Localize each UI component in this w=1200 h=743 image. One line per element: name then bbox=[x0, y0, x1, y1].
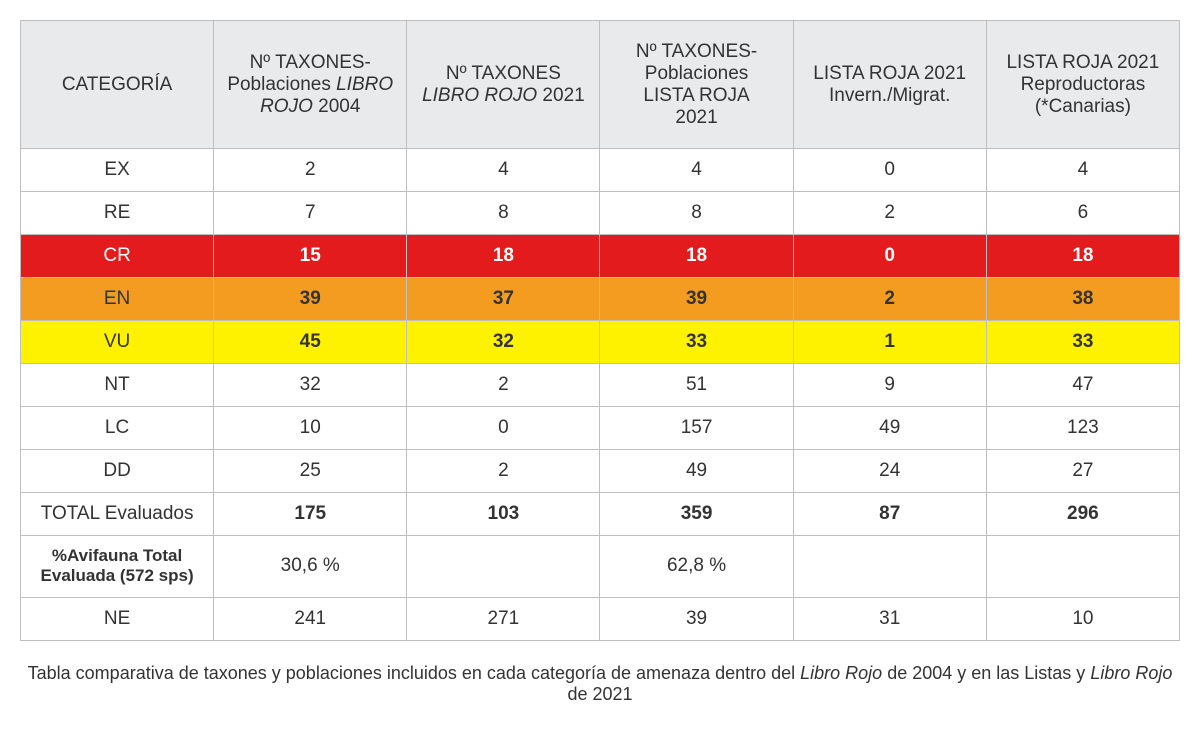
data-cell: 271 bbox=[407, 597, 600, 640]
data-cell: 32 bbox=[214, 364, 407, 407]
category-cell: CR bbox=[21, 235, 214, 278]
data-cell: 103 bbox=[407, 493, 600, 536]
data-cell: 241 bbox=[214, 597, 407, 640]
caption-text: Tabla comparativa de taxones y poblacion… bbox=[28, 663, 801, 683]
data-cell: 37 bbox=[407, 278, 600, 321]
table-row: VU453233133 bbox=[21, 321, 1180, 364]
data-cell: 47 bbox=[986, 364, 1179, 407]
data-cell: 39 bbox=[214, 278, 407, 321]
data-cell: 62,8 % bbox=[600, 536, 793, 598]
data-cell: 8 bbox=[407, 192, 600, 235]
data-cell: 7 bbox=[214, 192, 407, 235]
data-cell: 87 bbox=[793, 493, 986, 536]
data-cell: 24 bbox=[793, 450, 986, 493]
data-cell: 1 bbox=[793, 321, 986, 364]
data-cell: 32 bbox=[407, 321, 600, 364]
category-cell: EN bbox=[21, 278, 214, 321]
category-cell: NE bbox=[21, 597, 214, 640]
table-row: DD252492427 bbox=[21, 450, 1180, 493]
data-cell: 27 bbox=[986, 450, 1179, 493]
table-row: EN393739238 bbox=[21, 278, 1180, 321]
col-header-2: Nº TAXONESLIBRO ROJO 2021 bbox=[407, 21, 600, 149]
data-cell: 4 bbox=[600, 149, 793, 192]
data-cell bbox=[407, 536, 600, 598]
data-cell: 2 bbox=[407, 364, 600, 407]
data-cell: 18 bbox=[407, 235, 600, 278]
data-cell: 157 bbox=[600, 407, 793, 450]
category-cell: %Avifauna Total Evaluada (572 sps) bbox=[21, 536, 214, 598]
data-cell: 45 bbox=[214, 321, 407, 364]
table-row: TOTAL Evaluados17510335987296 bbox=[21, 493, 1180, 536]
table-row: %Avifauna Total Evaluada (572 sps)30,6 %… bbox=[21, 536, 1180, 598]
data-cell: 25 bbox=[214, 450, 407, 493]
data-cell: 30,6 % bbox=[214, 536, 407, 598]
col-header-3: Nº TAXONES-PoblacionesLISTA ROJA2021 bbox=[600, 21, 793, 149]
data-cell: 0 bbox=[793, 235, 986, 278]
table-row: CR151818018 bbox=[21, 235, 1180, 278]
category-cell: EX bbox=[21, 149, 214, 192]
data-cell: 31 bbox=[793, 597, 986, 640]
data-cell: 0 bbox=[407, 407, 600, 450]
category-cell: RE bbox=[21, 192, 214, 235]
data-cell: 39 bbox=[600, 597, 793, 640]
category-cell: DD bbox=[21, 450, 214, 493]
data-cell: 296 bbox=[986, 493, 1179, 536]
data-cell: 49 bbox=[793, 407, 986, 450]
data-cell: 0 bbox=[793, 149, 986, 192]
data-cell: 38 bbox=[986, 278, 1179, 321]
table-row: RE78826 bbox=[21, 192, 1180, 235]
data-cell: 359 bbox=[600, 493, 793, 536]
table-header: CATEGORÍANº TAXONES-Poblaciones LIBROROJ… bbox=[21, 21, 1180, 149]
data-cell bbox=[986, 536, 1179, 598]
data-cell: 10 bbox=[214, 407, 407, 450]
data-cell: 175 bbox=[214, 493, 407, 536]
data-cell: 18 bbox=[986, 235, 1179, 278]
col-header-1: Nº TAXONES-Poblaciones LIBROROJO 2004 bbox=[214, 21, 407, 149]
data-cell: 8 bbox=[600, 192, 793, 235]
table-body: EX24404RE78826CR151818018EN393739238VU45… bbox=[21, 149, 1180, 641]
data-cell: 4 bbox=[407, 149, 600, 192]
data-cell: 15 bbox=[214, 235, 407, 278]
data-cell: 2 bbox=[214, 149, 407, 192]
data-cell: 18 bbox=[600, 235, 793, 278]
data-cell: 2 bbox=[793, 192, 986, 235]
data-cell: 39 bbox=[600, 278, 793, 321]
category-cell: NT bbox=[21, 364, 214, 407]
category-cell: TOTAL Evaluados bbox=[21, 493, 214, 536]
col-header-0: CATEGORÍA bbox=[21, 21, 214, 149]
table-row: NE241271393110 bbox=[21, 597, 1180, 640]
category-cell: VU bbox=[21, 321, 214, 364]
table-row: EX24404 bbox=[21, 149, 1180, 192]
data-cell: 33 bbox=[600, 321, 793, 364]
col-header-4: LISTA ROJA 2021Invern./Migrat. bbox=[793, 21, 986, 149]
data-cell: 10 bbox=[986, 597, 1179, 640]
data-cell bbox=[793, 536, 986, 598]
data-cell: 123 bbox=[986, 407, 1179, 450]
table-row: LC10015749123 bbox=[21, 407, 1180, 450]
data-cell: 2 bbox=[407, 450, 600, 493]
data-cell: 9 bbox=[793, 364, 986, 407]
data-cell: 2 bbox=[793, 278, 986, 321]
data-cell: 6 bbox=[986, 192, 1179, 235]
caption-italic: Libro Rojo bbox=[800, 663, 882, 683]
category-cell: LC bbox=[21, 407, 214, 450]
data-cell: 33 bbox=[986, 321, 1179, 364]
data-cell: 49 bbox=[600, 450, 793, 493]
caption-italic: Libro Rojo bbox=[1090, 663, 1172, 683]
caption-text: de 2004 y en las Listas y bbox=[882, 663, 1090, 683]
table-row: NT32251947 bbox=[21, 364, 1180, 407]
data-cell: 51 bbox=[600, 364, 793, 407]
caption-text: de 2021 bbox=[567, 684, 632, 704]
col-header-5: LISTA ROJA 2021Reproductoras(*Canarias) bbox=[986, 21, 1179, 149]
data-cell: 4 bbox=[986, 149, 1179, 192]
comparison-table: CATEGORÍANº TAXONES-Poblaciones LIBROROJ… bbox=[20, 20, 1180, 641]
table-caption: Tabla comparativa de taxones y poblacion… bbox=[20, 663, 1180, 705]
